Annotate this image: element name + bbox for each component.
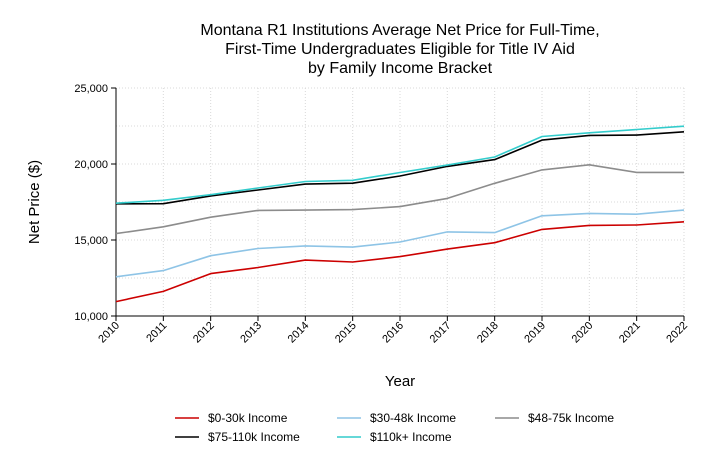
y-tick-label: 25,000 [74, 83, 108, 95]
y-tick-label: 10,000 [74, 311, 108, 323]
chart-title-line-2: First-Time Undergraduates Eligible for T… [225, 41, 575, 58]
legend: $0-30k Income $30-48k Income $48-75k Incom… [175, 411, 614, 444]
series-line-0-30k-income [115, 221, 685, 303]
y-tick-label: 15,000 [74, 235, 108, 247]
x-tick-label: 2018 [475, 320, 501, 346]
series-lines [115, 125, 685, 303]
series-line-30-48k-income [115, 209, 685, 278]
grid [115, 87, 685, 317]
legend-label-0-30k-income: $0-30k Income [208, 411, 288, 425]
x-tick-label: 2014 [286, 320, 312, 346]
chart-title-line-3: by Family Income Bracket [308, 60, 493, 77]
x-tick-label: 2010 [96, 320, 122, 346]
legend-label-110k-income: $110k+ Income [370, 430, 452, 444]
x-tick-label: 2021 [617, 320, 643, 346]
chart-title: Montana R1 Institutions Average Net Pric… [200, 22, 599, 77]
legend-label-75-110k-income: $75-110k Income [208, 430, 300, 444]
series-line-75-110k-income [115, 131, 685, 205]
x-tick-label: 2013 [238, 320, 264, 346]
x-axis-title: Year [385, 373, 415, 390]
x-tick-label: 2012 [191, 320, 217, 346]
x-tick-label: 2017 [428, 320, 454, 346]
series-line-110k-income [115, 125, 685, 204]
x-tick-label: 2011 [144, 320, 169, 345]
legend-label-48-75k-income: $48-75k Income [528, 411, 614, 425]
x-tick-label: 2015 [333, 320, 359, 346]
chart-title-line-1: Montana R1 Institutions Average Net Pric… [200, 22, 599, 39]
legend-label-30-48k-income: $30-48k Income [370, 411, 456, 425]
x-tick-labels: 2010 2011 2012 2013 2014 2015 2016 2017 2018 2019… [96, 316, 690, 345]
y-tick-label: 20,000 [74, 159, 108, 171]
y-axis-title: Net Price ($) [26, 160, 43, 244]
x-tick-label: 2020 [570, 320, 596, 346]
series-line-48-75k-income [115, 164, 684, 235]
x-tick-label: 2019 [522, 320, 548, 346]
x-tick-label: 2022 [664, 320, 690, 346]
y-tick-labels: 10,000 15,000 20,000 25,000 [74, 83, 116, 323]
x-tick-label: 2016 [380, 320, 406, 346]
